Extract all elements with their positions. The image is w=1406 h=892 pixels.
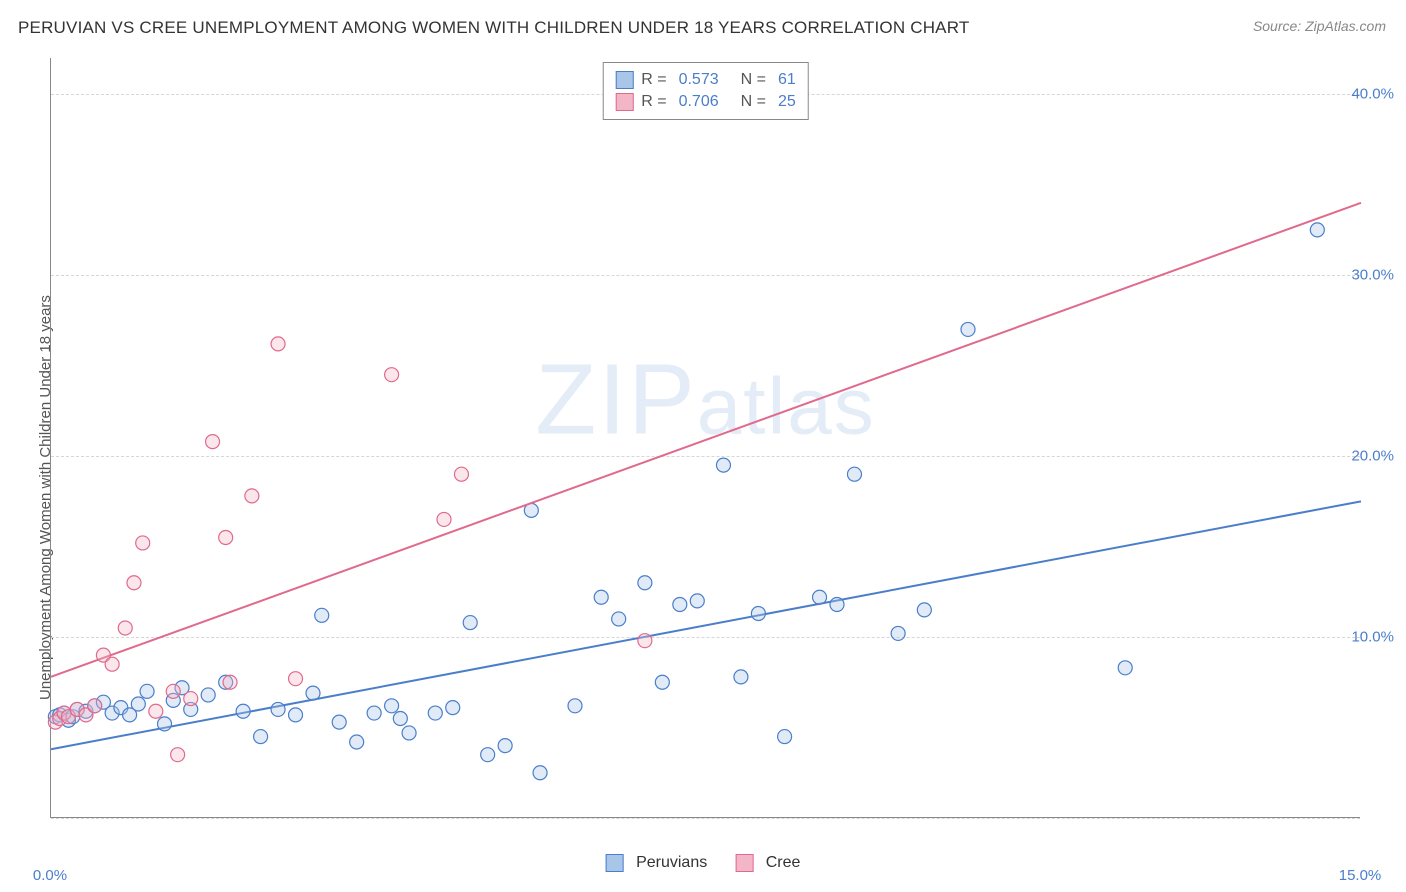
stats-row-peruvians: R = 0.573 N = 61 — [615, 69, 796, 91]
data-point — [454, 467, 468, 481]
data-point — [961, 322, 975, 336]
data-point — [638, 634, 652, 648]
swatch-cree — [735, 854, 753, 872]
data-point — [149, 704, 163, 718]
data-point — [271, 702, 285, 716]
data-point — [219, 531, 233, 545]
data-point — [105, 657, 119, 671]
n-value: 61 — [778, 69, 796, 91]
data-point — [236, 704, 250, 718]
data-point — [734, 670, 748, 684]
data-point — [118, 621, 132, 635]
data-point — [751, 607, 765, 621]
y-tick-label: 30.0% — [1351, 267, 1394, 284]
n-value: 25 — [778, 91, 796, 113]
data-point — [393, 711, 407, 725]
gridline — [51, 818, 1360, 819]
data-point — [245, 489, 259, 503]
data-point — [1118, 661, 1132, 675]
data-point — [127, 576, 141, 590]
data-point — [428, 706, 442, 720]
r-label: R = — [641, 69, 666, 91]
data-point — [131, 697, 145, 711]
legend-item-cree: Cree — [735, 854, 800, 872]
data-point — [612, 612, 626, 626]
stats-row-cree: R = 0.706 N = 25 — [615, 91, 796, 113]
data-point — [158, 717, 172, 731]
data-point — [1310, 223, 1324, 237]
scatter-svg — [51, 58, 1360, 817]
data-point — [166, 684, 180, 698]
r-label: R = — [641, 91, 666, 113]
data-point — [201, 688, 215, 702]
data-point — [813, 590, 827, 604]
correlation-stats-box: R = 0.573 N = 61 R = 0.706 N = 25 — [602, 62, 809, 120]
data-point — [350, 735, 364, 749]
data-point — [223, 675, 237, 689]
data-point — [171, 748, 185, 762]
swatch-peruvians — [606, 854, 624, 872]
data-point — [917, 603, 931, 617]
data-point — [306, 686, 320, 700]
swatch-cree — [615, 93, 633, 111]
r-value: 0.706 — [679, 91, 719, 113]
x-tick-label: 15.0% — [1339, 867, 1382, 884]
legend-label: Cree — [766, 854, 801, 871]
data-point — [463, 616, 477, 630]
swatch-peruvians — [615, 71, 633, 89]
legend-label: Peruvians — [636, 854, 707, 871]
data-point — [140, 684, 154, 698]
data-point — [891, 626, 905, 640]
data-point — [830, 597, 844, 611]
data-point — [655, 675, 669, 689]
y-tick-label: 20.0% — [1351, 448, 1394, 465]
data-point — [385, 368, 399, 382]
data-point — [254, 730, 268, 744]
data-point — [594, 590, 608, 604]
data-point — [289, 708, 303, 722]
chart-container: PERUVIAN VS CREE UNEMPLOYMENT AMONG WOME… — [0, 0, 1406, 892]
data-point — [315, 608, 329, 622]
regression-line-cree — [51, 203, 1361, 677]
data-point — [402, 726, 416, 740]
data-point — [673, 597, 687, 611]
chart-title: PERUVIAN VS CREE UNEMPLOYMENT AMONG WOME… — [18, 18, 969, 38]
data-point — [778, 730, 792, 744]
plot-area: ZIPatlas R = 0.573 N = 61 R = 0.706 N = — [50, 58, 1360, 818]
n-label: N = — [741, 69, 766, 91]
data-point — [206, 435, 220, 449]
data-point — [481, 748, 495, 762]
data-point — [568, 699, 582, 713]
data-point — [498, 739, 512, 753]
data-point — [88, 699, 102, 713]
data-point — [332, 715, 346, 729]
data-point — [289, 672, 303, 686]
data-point — [437, 512, 451, 526]
data-point — [533, 766, 547, 780]
data-point — [385, 699, 399, 713]
data-point — [367, 706, 381, 720]
y-tick-label: 10.0% — [1351, 629, 1394, 646]
source-attribution: Source: ZipAtlas.com — [1253, 18, 1386, 34]
data-point — [271, 337, 285, 351]
data-point — [136, 536, 150, 550]
x-tick-label: 0.0% — [33, 867, 67, 884]
r-value: 0.573 — [679, 69, 719, 91]
n-label: N = — [741, 91, 766, 113]
data-point — [716, 458, 730, 472]
data-point — [638, 576, 652, 590]
y-tick-label: 40.0% — [1351, 86, 1394, 103]
data-point — [847, 467, 861, 481]
series-legend: Peruvians Cree — [606, 854, 801, 872]
data-point — [690, 594, 704, 608]
legend-item-peruvians: Peruvians — [606, 854, 708, 872]
data-point — [184, 692, 198, 706]
data-point — [446, 701, 460, 715]
